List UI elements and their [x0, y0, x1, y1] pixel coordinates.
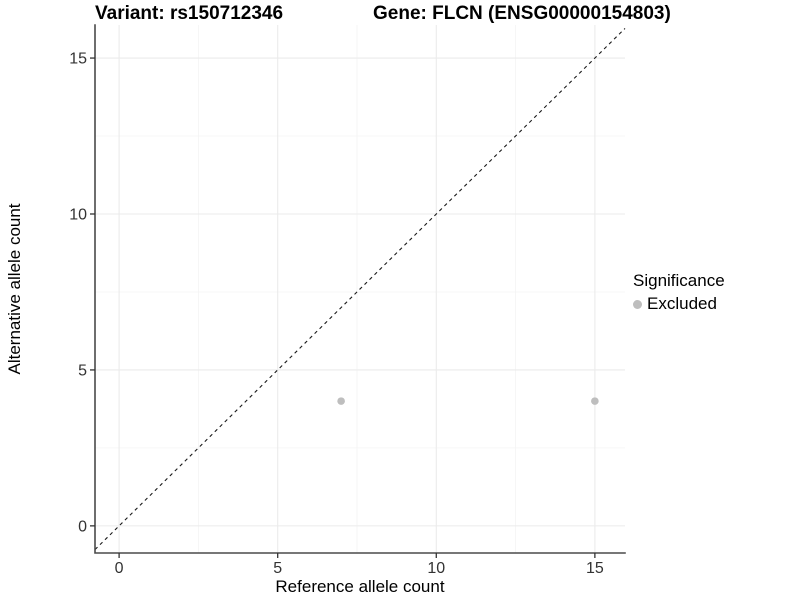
data-points [337, 397, 599, 405]
plot-title-gene: Gene: FLCN (ENSG00000154803) [373, 3, 671, 24]
y-tick-label: 15 [69, 51, 87, 68]
x-tick-label: 5 [273, 560, 282, 577]
tick-labels: 0 5 10 15 0 5 10 15 [69, 51, 604, 577]
identity-line [94, 28, 626, 550]
y-tick-label: 10 [69, 206, 87, 223]
data-point [591, 397, 599, 405]
y-tick-label: 5 [78, 362, 87, 379]
y-tick-label: 0 [78, 518, 87, 535]
plot-title-variant: Variant: rs150712346 [95, 3, 284, 24]
identity-dashed-line [94, 28, 626, 550]
x-tick-label: 10 [427, 560, 445, 577]
axis-lines [94, 24, 626, 554]
y-axis-label: Alternative allele count [5, 203, 24, 374]
axis-labels: Reference allele count Alternative allele… [5, 203, 445, 596]
legend-item-excluded: Excluded [633, 294, 725, 314]
legend: Significance Excluded [633, 271, 725, 314]
axes [94, 24, 626, 554]
legend-item-label: Excluded [647, 294, 717, 313]
legend-point-icon [633, 299, 642, 309]
data-point [337, 397, 345, 405]
tick-marks [90, 57, 596, 558]
minor-gridlines [95, 25, 625, 553]
x-axis-label: Reference allele count [275, 577, 444, 596]
x-tick-label: 0 [115, 560, 124, 577]
legend-title: Significance [633, 271, 725, 290]
major-gridlines [95, 25, 625, 553]
x-tick-label: 15 [586, 560, 604, 577]
